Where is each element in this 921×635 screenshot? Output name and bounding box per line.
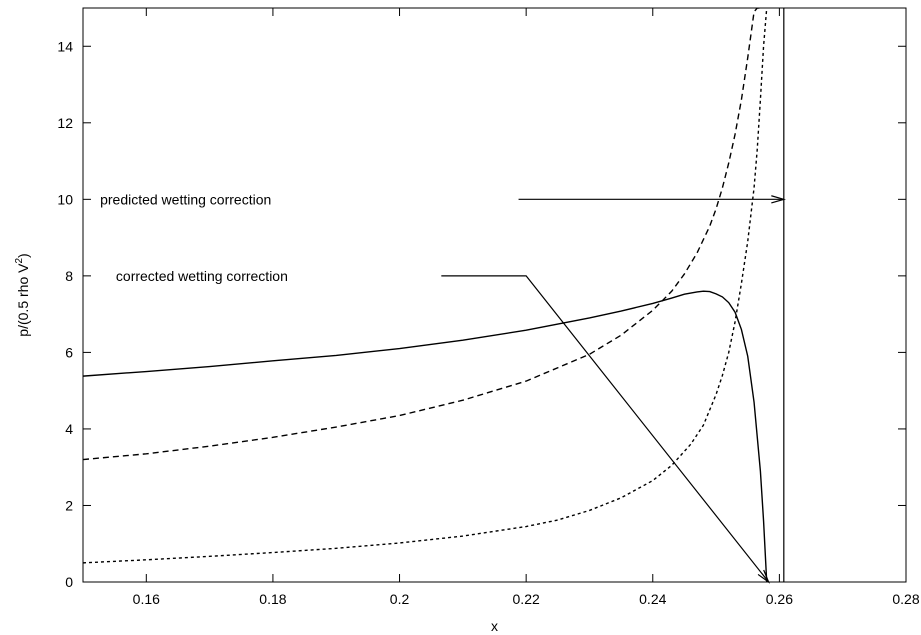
y-axis-label-superscript: 2 [14, 258, 25, 264]
x-ticks: 0.16 0.18 0.2 0.22 0.24 0.26 0.28 [133, 8, 920, 607]
y-tick-label: 6 [65, 344, 73, 360]
y-tick-label: 14 [57, 38, 73, 54]
plot-curves [83, 8, 768, 582]
annotation-label: corrected wetting correction [116, 268, 288, 284]
x-tick-label: 0.24 [639, 591, 666, 607]
y-axis-label-close: ) [15, 253, 31, 258]
y-tick-label: 0 [65, 574, 73, 590]
plot-frame [82, 7, 907, 583]
series-dotted-line [83, 8, 768, 564]
y-tick-label: 12 [57, 115, 73, 131]
y-axis-label: p/(0.5 rho V2) [14, 253, 31, 336]
x-tick-label: 0.18 [259, 591, 286, 607]
y-tick-label: 4 [65, 421, 73, 437]
annotation-arrow-line [441, 275, 770, 583]
y-tick-label: 10 [57, 191, 73, 207]
series-solid-line [83, 290, 768, 582]
annotation-label: predicted wetting correction [100, 191, 271, 207]
series-dashed-line [83, 8, 761, 461]
y-ticks: 0 2 4 6 8 10 12 14 [57, 38, 906, 590]
annotations: predicted wetting correction corrected we… [100, 191, 786, 584]
x-tick-label: 0.28 [892, 591, 919, 607]
x-tick-label: 0.16 [133, 591, 160, 607]
x-tick-label: 0.22 [513, 591, 540, 607]
arrow-head [771, 195, 786, 204]
y-axis-label-main: p/(0.5 rho V [15, 263, 31, 337]
x-tick-label: 0.26 [766, 591, 793, 607]
y-tick-label: 8 [65, 268, 73, 284]
x-axis-label: x [491, 618, 498, 634]
x-tick-label: 0.2 [390, 591, 410, 607]
y-tick-label: 2 [65, 497, 73, 513]
